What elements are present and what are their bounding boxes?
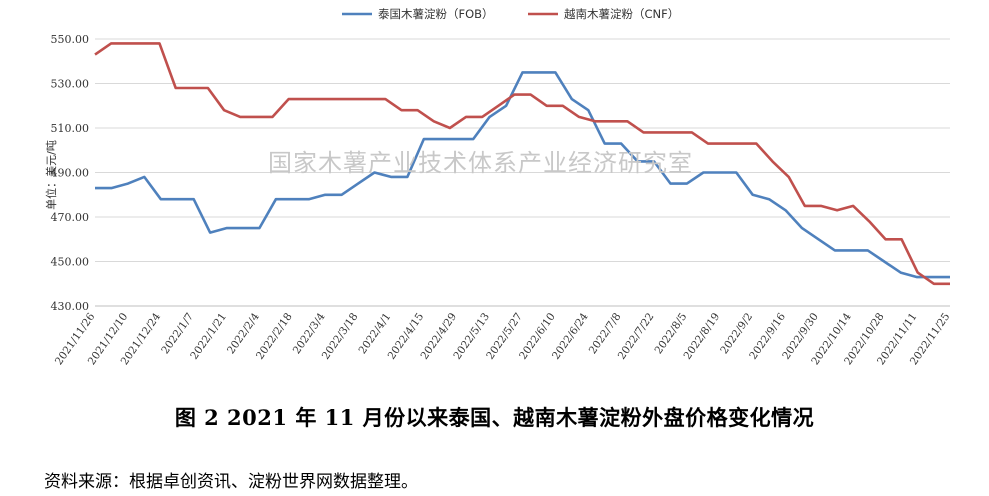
- y-tick-label: 530.00: [51, 78, 90, 91]
- series-lines: [94, 42, 950, 286]
- legend-label: 越南木薯淀粉（CNF）: [564, 7, 679, 21]
- figure-caption: 图 2 2021 年 11 月份以来泰国、越南木薯淀粉外盘价格变化情况: [174, 405, 815, 430]
- price-line-chart: 430.00 450.00 470.00 490.00 510.00 530.00 550.…: [44, 7, 952, 367]
- y-axis: 430.00 450.00 470.00 490.00 510.00 530.00 550.…: [51, 33, 90, 313]
- watermark-text: 国家木薯产业技术体系产业经济研究室: [268, 149, 693, 177]
- source-note: 资料来源：根据卓创资讯、淀粉世界网数据整理。: [44, 472, 418, 492]
- y-tick-label: 450.00: [51, 256, 90, 269]
- x-tick-label: 2022/4/1: [357, 311, 394, 357]
- x-tick-label: 2022/3/4: [291, 311, 328, 357]
- y-axis-label: 单位：美元/吨: [44, 140, 58, 210]
- gridlines: [95, 38, 950, 307]
- y-tick-label: 430.00: [51, 300, 90, 313]
- series-line-thailand: [95, 71, 950, 279]
- x-tick-label: 2022/2/4: [225, 311, 262, 357]
- y-tick-label: 550.00: [51, 33, 90, 46]
- x-tick-label: 2022/9/2: [718, 311, 755, 357]
- x-tick-label: 2022/1/7: [159, 311, 196, 357]
- y-tick-label: 510.00: [51, 122, 90, 135]
- series-line-vietnam: [94, 42, 950, 286]
- legend: 泰国木薯淀粉（FOB） 越南木薯淀粉（CNF）: [342, 7, 679, 21]
- x-axis: 2021/11/262021/12/102021/12/242022/1/720…: [53, 305, 952, 367]
- y-tick-label: 490.00: [51, 167, 90, 180]
- y-tick-label: 470.00: [51, 211, 90, 224]
- legend-label: 泰国木薯淀粉（FOB）: [378, 7, 494, 21]
- x-tick-label: 2022/7/8: [587, 311, 624, 357]
- x-tick-label: 2022/8/5: [652, 311, 689, 357]
